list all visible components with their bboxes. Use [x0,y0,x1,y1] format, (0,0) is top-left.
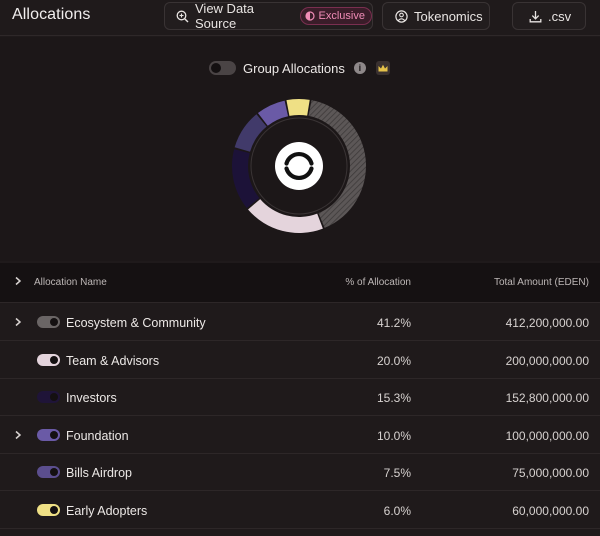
slice-bills-airdrop[interactable] [257,100,289,126]
column-header-amount[interactable]: Total Amount (EDEN) [493,277,589,288]
header-bar: Allocations View Data Source Exclusive T… [0,0,600,36]
expand-row-icon[interactable] [14,317,22,327]
allocation-amount: 100,000,000.00 [505,428,589,443]
column-header-pct[interactable]: % of Allocation [345,277,411,288]
search-zoom-icon [176,10,189,22]
allocation-pct: 15.3% [376,391,411,405]
allocation-name: Bills Airdrop [66,466,132,480]
download-icon [529,10,542,22]
crown-icon [375,61,390,75]
slice-investors[interactable] [232,149,260,209]
allocation-name: Early Adopters [66,503,148,518]
allocation-amount: 200,000,000.00 [505,353,589,368]
group-allocations-toggle[interactable] [209,61,236,75]
allocation-name: Team & Advisors [66,353,160,368]
tokenomics-button[interactable]: Tokenomics [382,2,490,30]
allocation-pct: 20.0% [376,353,411,368]
exclusive-icon [304,11,315,21]
row-visibility-toggle[interactable] [37,503,60,516]
table-row[interactable]: Bills Airdrop 7.5% 75,000,000.00 [0,454,600,491]
view-data-source-label: View Data Source [195,1,255,31]
download-csv-button[interactable]: .csv [512,2,586,30]
allocation-pct: 6.0% [383,503,411,518]
group-allocations-label: Group Allocations [243,60,345,76]
csv-label: .csv [548,8,572,24]
allocation-amount: 75,000,000.00 [512,466,589,480]
exclusive-badge-label: Exclusive [318,10,365,22]
tokenomics-icon [395,9,408,23]
allocation-amount: 152,800,000.00 [505,391,589,405]
table-row[interactable]: Foundation 10.0% 100,000,000.00 [0,416,600,454]
row-visibility-toggle[interactable] [37,391,60,403]
row-visibility-toggle[interactable] [37,428,60,441]
table-header: Allocation Name % of Allocation Total Am… [0,263,600,303]
table-row[interactable]: Early Adopters 6.0% 60,000,000.00 [0,491,600,529]
slice-foundation[interactable] [234,114,267,152]
group-allocations-control: Group Allocations i [209,59,390,77]
info-icon[interactable]: i [353,62,366,74]
page-title: Allocations [12,6,91,23]
exclusive-badge: Exclusive [299,7,372,25]
allocation-name: Investors [66,391,117,405]
allocation-name: Ecosystem & Community [66,316,206,330]
slice-team[interactable] [248,199,323,233]
allocation-pct: 10.0% [376,428,411,443]
table-row[interactable]: Ecosystem & Community 41.2% 412,200,000.00 [0,304,600,341]
allocation-pct: 7.5% [383,466,411,480]
column-header-name[interactable]: Allocation Name [34,277,107,288]
brand-logo-icon [275,142,323,190]
row-visibility-toggle[interactable] [37,353,60,366]
expand-row-icon[interactable] [14,430,22,440]
allocation-amount: 60,000,000.00 [512,503,589,518]
table-row[interactable]: Team & Advisors 20.0% 200,000,000.00 [0,341,600,379]
row-visibility-toggle[interactable] [37,316,60,328]
allocation-donut-chart [232,99,366,233]
allocation-name: Foundation [66,428,129,443]
allocation-pct: 41.2% [376,316,411,330]
allocation-amount: 412,200,000.00 [505,316,589,330]
expand-all-icon[interactable] [14,276,22,286]
table-row[interactable]: Investors 15.3% 152,800,000.00 [0,379,600,416]
view-data-source-button[interactable]: View Data Source Exclusive [164,1,373,31]
tokenomics-label: Tokenomics [414,8,483,24]
slice-early-adopters[interactable] [286,99,310,116]
row-visibility-toggle[interactable] [37,466,60,478]
slice-ecosystem[interactable] [308,100,366,228]
